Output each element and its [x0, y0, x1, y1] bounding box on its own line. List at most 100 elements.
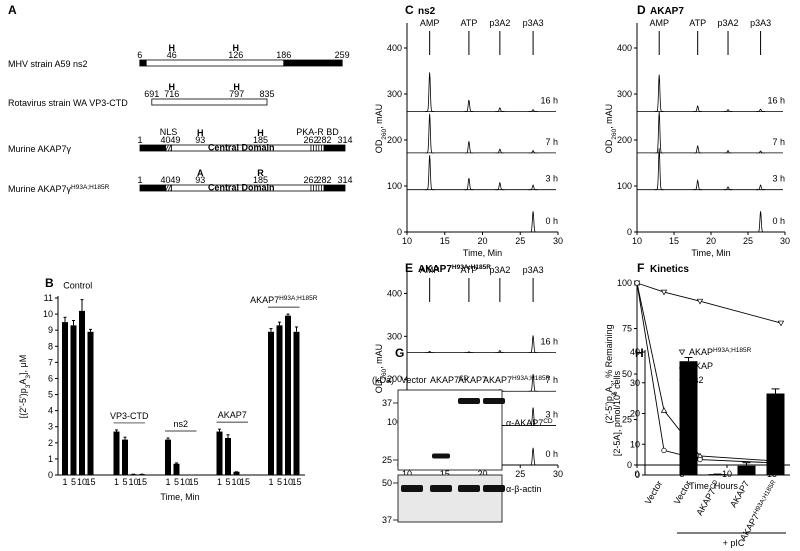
- x-tick-label: 20: [477, 236, 487, 246]
- panel-title: AKAP7H93A;H185R: [418, 264, 491, 276]
- y-tick-label: 20: [630, 409, 640, 419]
- y-axis-label-part: 260: [381, 128, 388, 139]
- peak: [723, 109, 733, 112]
- lane-label: AKAP7CD: [430, 375, 469, 386]
- band: [432, 453, 450, 459]
- bar: [62, 322, 68, 475]
- x-tick-label: 15: [188, 477, 198, 487]
- x-axis-label: Time, Min: [160, 492, 199, 502]
- y-axis-label-part: , mAU: [374, 344, 384, 369]
- band: [483, 398, 505, 404]
- panel-title: ns2: [418, 6, 436, 17]
- series-line: [636, 282, 782, 462]
- bar: [173, 463, 180, 475]
- y-tick-label: 11: [44, 293, 53, 303]
- x-tick-label: 15: [137, 477, 147, 487]
- panel-title: Kinetics: [650, 264, 689, 275]
- y-axis-label-part: OD: [374, 379, 384, 393]
- residue-number: 126: [228, 50, 243, 60]
- y-tick-label: 10: [630, 439, 640, 449]
- motif: H: [169, 43, 176, 53]
- x-tick-label: 10: [180, 477, 190, 487]
- y-tick-label: 400: [387, 43, 402, 53]
- y-tick-label: 2: [48, 438, 53, 448]
- peak: [425, 113, 435, 154]
- y-tick-label: 7: [48, 357, 53, 367]
- bar: [216, 431, 223, 475]
- x-tick-label: 5: [122, 477, 127, 487]
- y-tick-label: 400: [387, 288, 402, 298]
- residue-number: 49: [170, 135, 180, 145]
- marker-label: p3A2: [489, 18, 510, 28]
- panel-label: F: [637, 261, 644, 275]
- panel-label: B: [45, 276, 54, 290]
- x-tick-label-part: AKAP7: [694, 487, 717, 517]
- y-tick-label: 300: [617, 89, 632, 99]
- antibody-label-part: α-AKAP7: [506, 418, 543, 428]
- y-tick-label: 200: [387, 374, 402, 384]
- residue-number: 314: [337, 175, 352, 185]
- band: [401, 485, 423, 492]
- y-axis-label-part: 6: [612, 391, 619, 395]
- peak: [464, 351, 474, 354]
- marker-label: p3A3: [523, 18, 544, 28]
- terminal-region: [139, 144, 166, 152]
- x-tick-label: 10: [77, 477, 87, 487]
- x-tick-label: 20: [477, 469, 487, 479]
- lane-label: AKAP7: [458, 375, 487, 385]
- trace-label: 0 h: [772, 216, 785, 226]
- bar: [165, 439, 171, 475]
- trace-label: 3 h: [545, 410, 558, 420]
- point: [696, 298, 704, 305]
- hatch: [167, 144, 172, 152]
- domain-region: [145, 59, 285, 67]
- x-tick-label: 30: [553, 236, 563, 246]
- peak: [723, 186, 733, 191]
- y-tick-label: 100: [387, 181, 402, 191]
- y-axis-label-part: ], μM: [18, 355, 28, 375]
- x-tick-label: 5: [71, 477, 76, 487]
- group-label: AKAP7: [218, 410, 247, 420]
- marker-label: ATP: [460, 18, 477, 28]
- y-axis-label-part: OD: [374, 139, 384, 153]
- panel-title: AKAP7: [650, 6, 684, 17]
- y-axis-label-part: 3: [25, 384, 32, 388]
- x-tick-label: 25: [515, 236, 525, 246]
- y-axis-label-part: , mAU: [374, 104, 384, 129]
- group-label: Control: [63, 281, 92, 291]
- group-label: ns2: [173, 419, 188, 429]
- point: [634, 280, 640, 286]
- point: [660, 407, 668, 413]
- residue-number: 262: [303, 175, 318, 185]
- binding-region: [310, 144, 325, 152]
- lane-label-part: AKAP7: [483, 375, 512, 385]
- x-tick-label: 10: [128, 477, 138, 487]
- peak: [756, 184, 766, 191]
- panel-label: A: [8, 3, 17, 17]
- residue-number: 93: [195, 175, 205, 185]
- peak: [528, 184, 538, 191]
- y-tick-label: 6: [48, 373, 53, 383]
- y-tick-label: 100: [617, 181, 632, 191]
- panel-label: H: [635, 346, 644, 360]
- peak: [654, 111, 664, 154]
- y-axis-label: OD260, mAU: [374, 104, 388, 153]
- bar: [122, 439, 128, 475]
- protein-name-part: Murine AKAP7γ: [8, 184, 72, 194]
- terminal-region: [139, 59, 147, 67]
- terminal-region: [323, 184, 346, 192]
- marker-label: AMP: [420, 18, 440, 28]
- bar: [87, 331, 94, 475]
- peak: [495, 148, 505, 154]
- band: [430, 485, 452, 492]
- legend-symbol: [678, 349, 686, 356]
- group-label-part: H93A;H185R: [279, 295, 318, 302]
- bar: [225, 437, 231, 475]
- group-label: VP3-CTD: [110, 411, 149, 421]
- legend-label: AKAPH93A;H185R: [689, 347, 752, 358]
- residue-number: 40: [161, 175, 171, 185]
- series-line: [636, 282, 782, 324]
- peak: [495, 107, 505, 112]
- x-tick-label-part: CD: [708, 478, 719, 490]
- x-tick-label: 10: [402, 236, 412, 246]
